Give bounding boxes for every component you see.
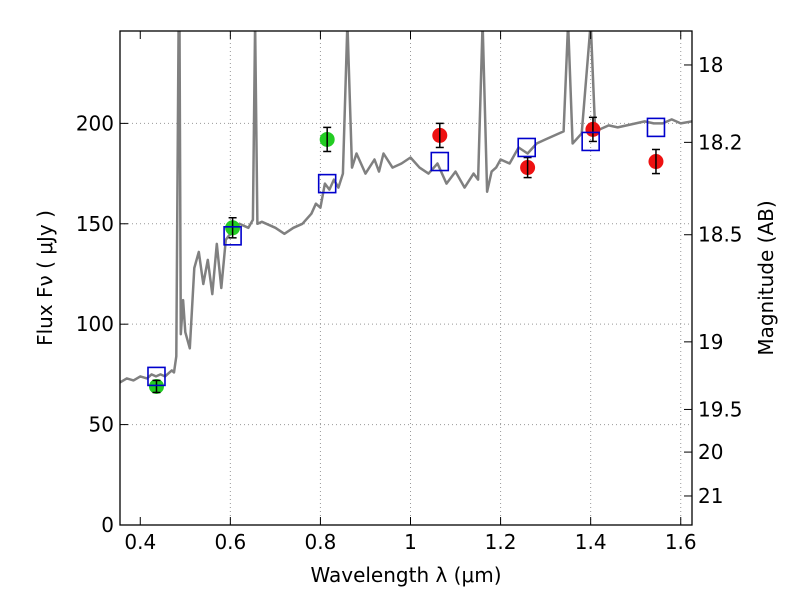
x-tick-label: 1.2 — [485, 530, 517, 554]
x-tick-label: 1.4 — [575, 530, 607, 554]
model-box — [581, 131, 600, 152]
ticks — [120, 31, 692, 526]
mag-tick-label: 21 — [698, 484, 723, 508]
plot-frame — [119, 30, 693, 526]
spectrum-line — [120, 31, 692, 384]
x-axis-title: Wavelength λ (μm) — [310, 563, 501, 587]
y-tick-label: 100 — [76, 312, 114, 336]
points-layer — [147, 116, 666, 394]
model-box — [317, 173, 337, 194]
x-tick-label: 1.6 — [665, 530, 697, 554]
model-box — [147, 366, 166, 387]
model-box — [223, 226, 242, 246]
model-box — [646, 117, 666, 138]
grid — [120, 31, 692, 525]
mag-tick-label: 19 — [698, 330, 723, 354]
mag-tick-label: 20 — [698, 440, 723, 464]
x-tick-label: 0.8 — [305, 530, 337, 554]
x-tick-label: 1 — [404, 530, 417, 554]
tick-labels: 0.4 0.6 0.8 1 1.2 1.4 1.6 0 50 100 150 200 18 18.2 18.… — [76, 53, 743, 554]
model-box — [517, 137, 537, 158]
x-tick-label: 0.4 — [124, 530, 156, 554]
spectrum-layer — [120, 31, 692, 384]
mag-tick-label: 18.2 — [698, 130, 743, 154]
model-box — [430, 151, 450, 172]
y-tick-label: 0 — [101, 513, 114, 537]
y-tick-label: 50 — [89, 413, 114, 437]
mag-tick-label: 18 — [698, 53, 723, 77]
y-axis-title: Flux Fν ( μJy ) — [33, 210, 57, 346]
y-tick-label: 150 — [76, 212, 114, 236]
mag-tick-label: 18.5 — [698, 223, 743, 247]
y-tick-label: 200 — [76, 111, 114, 135]
y2-axis-title: Magnitude (AB) — [754, 200, 778, 355]
mag-tick-label: 19.5 — [698, 397, 743, 421]
x-tick-label: 0.6 — [214, 530, 246, 554]
